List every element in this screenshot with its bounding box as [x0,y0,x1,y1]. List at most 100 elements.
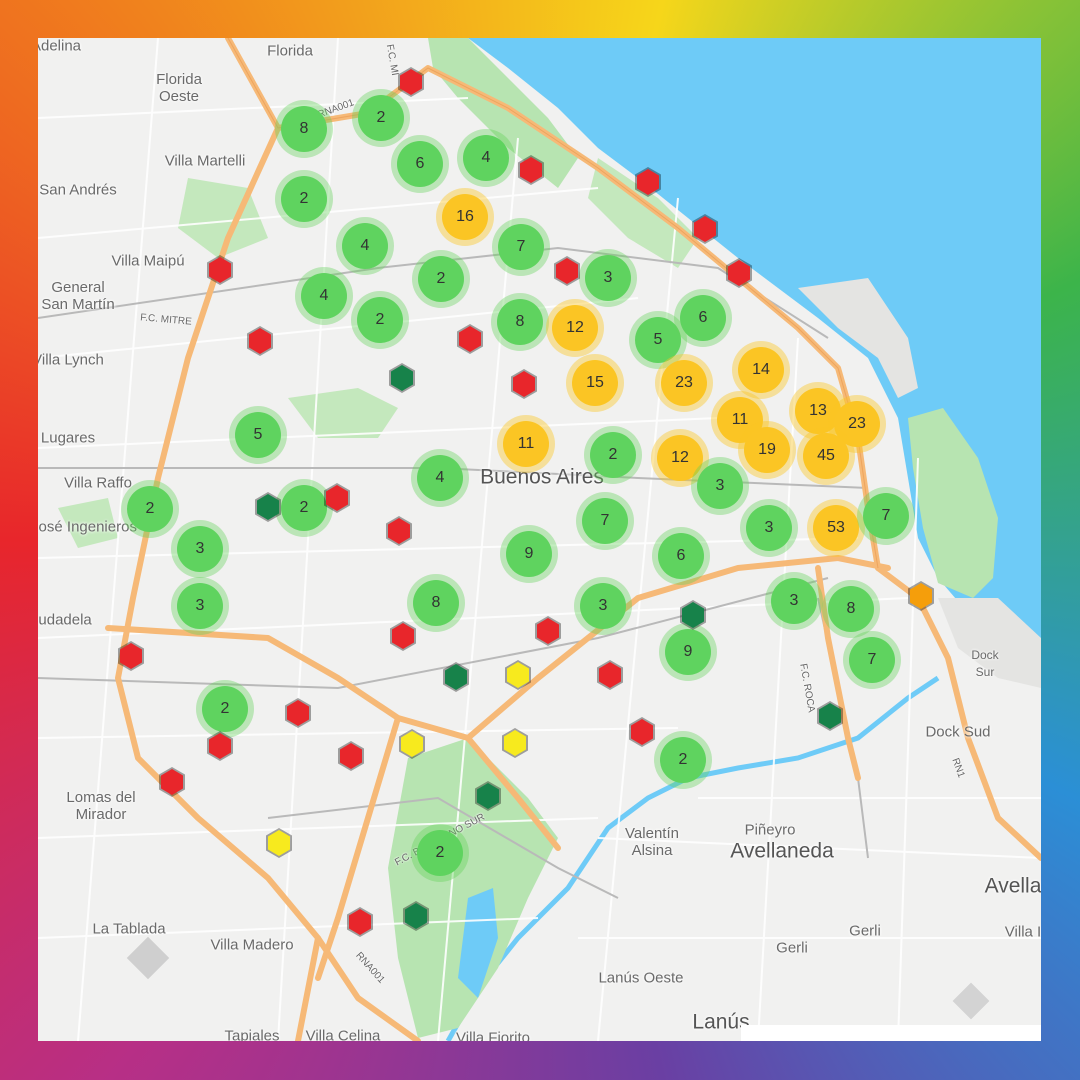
place-label-villa-maipu: Villa Maipú [111,252,185,270]
cluster-marker-green[interactable]: 6 [658,533,704,579]
place-label-jose-ingenieros: José Ingenieros [38,518,137,536]
place-label-pineyro: Piñeyro [744,821,796,839]
cluster-marker-green[interactable]: 2 [202,686,248,732]
cluster-marker-green[interactable]: 4 [463,135,509,181]
cluster-marker-green[interactable]: 8 [413,580,459,626]
place-label-general-san-martin: General San Martín [41,279,115,313]
cluster-marker-green[interactable]: 6 [680,295,726,341]
cluster-marker-yellow[interactable]: 13 [795,388,841,434]
place-label-ciudadela: Ciudadela [38,611,92,629]
place-label-villa-madero: Villa Madero [210,936,294,954]
cluster-marker-yellow[interactable]: 11 [503,421,549,467]
cluster-marker-green[interactable]: 7 [582,498,628,544]
cluster-marker-yellow[interactable]: 45 [803,433,849,479]
place-label-florida-oeste: Florida Oeste [156,71,202,105]
place-label-villa-lynch: Villa Lynch [38,351,104,369]
place-label-san-andres: San Andrés [39,181,117,199]
place-label-villa-fiorito: Villa Fiorito [456,1029,530,1042]
park-lake [458,888,498,998]
hexagon-marker-red[interactable] [390,621,416,651]
place-label-tapiales: Tapiales [224,1027,280,1042]
place-label-dock-sud: Dock Sud [925,723,991,741]
riachuelo [445,675,940,1041]
park-north [428,38,578,188]
cluster-marker-yellow[interactable]: 14 [738,347,784,393]
cluster-marker-green[interactable]: 2 [417,830,463,876]
place-label-buenos-aires: Buenos Aires [480,465,604,489]
cluster-marker-green[interactable]: 2 [418,256,464,302]
cluster-marker-green[interactable]: 8 [497,299,543,345]
place-label-villa-edge: Villa I [1004,923,1041,941]
map-basemap [38,38,1041,1041]
place-label-florida: Florida [267,42,313,60]
cluster-marker-green[interactable]: 2 [127,486,173,532]
hexagon-marker-yellow[interactable] [399,729,425,759]
cluster-marker-green[interactable]: 3 [746,505,792,551]
cluster-marker-green[interactable]: 5 [235,412,281,458]
cluster-marker-green[interactable]: 3 [697,463,743,509]
hexagon-marker-dark-green[interactable] [443,662,469,692]
hexagon-marker-dark-green[interactable] [475,781,501,811]
cluster-marker-green[interactable]: 9 [665,629,711,675]
cluster-marker-green[interactable]: 9 [506,531,552,577]
hexagon-marker-red[interactable] [457,324,483,354]
cluster-marker-yellow[interactable]: 12 [552,305,598,351]
hexagon-marker-red[interactable] [324,483,350,513]
place-label-villa-martelli: Villa Martelli [164,152,246,170]
dock-area [938,598,1041,688]
place-label-villa-celina: Villa Celina [305,1027,381,1042]
cluster-marker-green[interactable]: 2 [358,95,404,141]
cluster-marker-yellow[interactable]: 16 [442,194,488,240]
cluster-marker-green[interactable]: 2 [660,737,706,783]
cluster-marker-green[interactable]: 6 [397,141,443,187]
cluster-marker-green[interactable]: 2 [281,176,327,222]
place-label-avella-edge: Avella [984,874,1041,898]
cluster-marker-green[interactable]: 8 [281,106,327,152]
cluster-marker-green[interactable]: 3 [177,526,223,572]
park-agronomia [288,388,398,438]
cluster-marker-yellow[interactable]: 11 [717,397,763,443]
hexagon-marker-red[interactable] [398,67,424,97]
place-label-avellaneda: Avellaneda [730,839,834,863]
place-label-gerli-west: Gerli [776,939,808,957]
cluster-marker-green[interactable]: 7 [863,493,909,539]
cluster-marker-green[interactable]: 7 [498,224,544,270]
cluster-marker-yellow[interactable]: 15 [572,360,618,406]
cluster-marker-green[interactable]: 2 [357,297,403,343]
cluster-marker-green[interactable]: 3 [580,583,626,629]
hexagon-marker-dark-green[interactable] [403,901,429,931]
cluster-marker-green[interactable]: 2 [590,432,636,478]
park-south [388,738,558,1038]
hexagon-marker-red[interactable] [386,516,412,546]
hexagon-marker-dark-green[interactable] [389,363,415,393]
place-label-lomas-del-mirador: Lomas del Mirador [66,789,136,823]
cluster-marker-green[interactable]: 4 [301,273,347,319]
map-canvas[interactable]: Adelina Florida Florida Oeste Villa Mart… [38,38,1041,1041]
costanera-reserve [908,408,998,598]
cluster-marker-green[interactable]: 3 [177,583,223,629]
cluster-marker-yellow[interactable]: 23 [661,360,707,406]
hexagon-marker-red[interactable] [347,907,373,937]
cluster-marker-green[interactable]: 8 [828,586,874,632]
cluster-marker-green[interactable]: 3 [771,578,817,624]
cluster-marker-yellow[interactable]: 19 [744,427,790,473]
hexagon-marker-red[interactable] [338,741,364,771]
map-attribution-strip [741,1025,1041,1041]
cluster-marker-green[interactable]: 4 [417,455,463,501]
minor-roads [38,38,1041,1041]
cluster-marker-green[interactable]: 7 [849,637,895,683]
place-label-la-tablada: La Tablada [92,920,166,938]
cluster-marker-green[interactable]: 2 [281,485,327,531]
place-label-lanus: Lanús [692,1010,750,1034]
cluster-marker-green[interactable]: 3 [585,255,631,301]
hexagon-marker-yellow[interactable] [266,828,292,858]
cluster-marker-green[interactable]: 5 [635,317,681,363]
cluster-marker-green[interactable]: 4 [342,223,388,269]
hexagon-marker-red[interactable] [285,698,311,728]
place-label-villa-raffo: Villa Raffo [64,474,132,492]
cluster-marker-yellow[interactable]: 53 [813,505,859,551]
port-docks [798,278,918,398]
hexagon-marker-dark-green[interactable] [255,492,281,522]
cluster-marker-yellow[interactable]: 12 [657,435,703,481]
